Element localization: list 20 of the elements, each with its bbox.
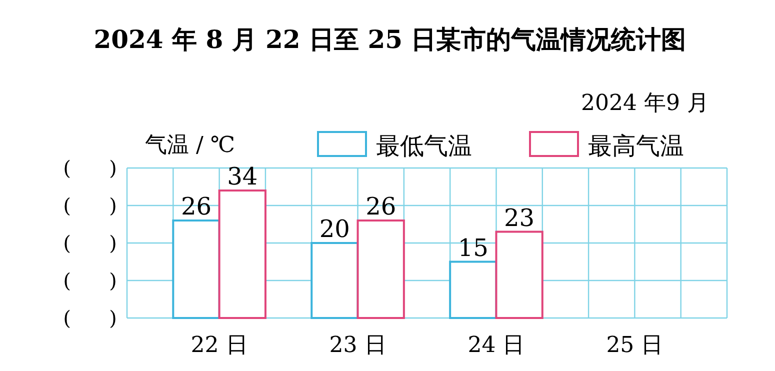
data-label: 26 bbox=[180, 192, 212, 220]
legend: 最低气温 bbox=[376, 132, 472, 160]
annotation: ( ) bbox=[63, 156, 117, 180]
annotation: ( ) bbox=[63, 194, 117, 218]
data-label: 20 bbox=[319, 215, 350, 243]
xtick: 25 日 bbox=[606, 333, 664, 358]
legend: 最高气温 bbox=[588, 132, 684, 160]
xtick: 23 日 bbox=[329, 333, 386, 358]
annotation: ( ) bbox=[63, 231, 117, 255]
xtick: 24 日 bbox=[468, 333, 525, 358]
xtick: 22 日 bbox=[190, 333, 248, 358]
title: 2024 年 8 月 22 日至 25 日某市的气温情况统计图 bbox=[94, 25, 686, 54]
data-label: 26 bbox=[366, 192, 396, 220]
data-label: 15 bbox=[458, 234, 488, 262]
annotation: ( ) bbox=[63, 268, 117, 292]
data-label: 34 bbox=[227, 162, 258, 190]
annotation: 2024 年9 月 bbox=[581, 91, 709, 116]
annotation: ( ) bbox=[63, 306, 117, 330]
ylabel: 气温 / ℃ bbox=[145, 133, 235, 158]
data-label: 23 bbox=[504, 204, 535, 232]
